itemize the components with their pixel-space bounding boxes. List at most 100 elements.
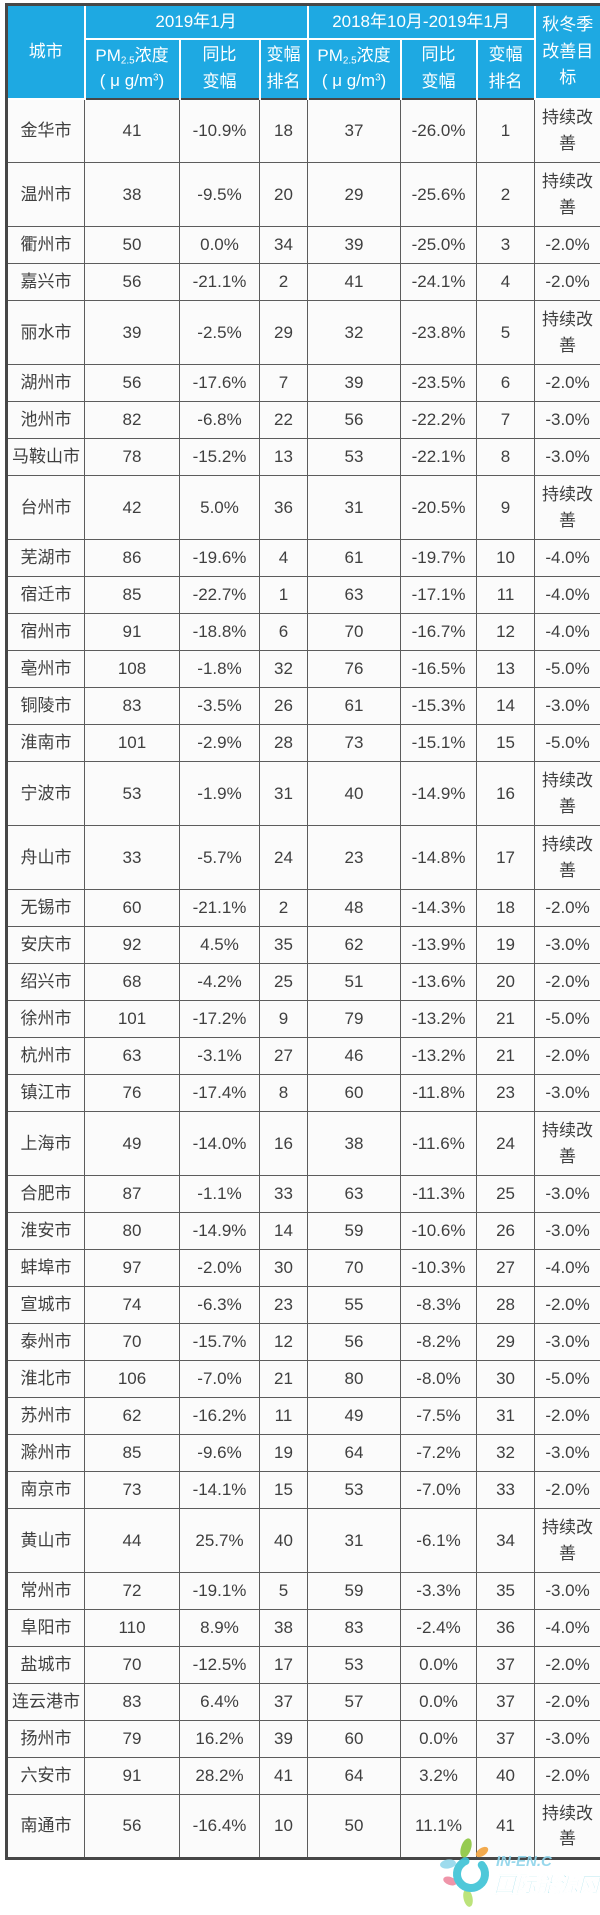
jan-pm25-cell: 38 (85, 163, 180, 227)
table-row: 常州市 72 -19.1% 5 59 -3.3% 35 -3.0% (7, 1573, 600, 1610)
jan-pm25-cell: 73 (85, 1472, 180, 1509)
jan-yoy-cell: 6.4% (180, 1684, 260, 1721)
jan-pm25-cell: 85 (85, 577, 180, 614)
period-rank-cell: 21 (477, 1038, 535, 1075)
jan-yoy-cell: -2.5% (180, 301, 260, 365)
jan-pm25-cell: 70 (85, 1647, 180, 1684)
period-pm25-cell: 76 (308, 651, 401, 688)
jan-rank-cell: 2 (260, 264, 308, 301)
jan-rank-cell: 22 (260, 402, 308, 439)
period-rank-cell: 30 (477, 1361, 535, 1398)
period-rank-cell: 26 (477, 1213, 535, 1250)
period-yoy-cell: -7.2% (401, 1435, 477, 1472)
period-yoy-cell: -8.3% (401, 1287, 477, 1324)
period-yoy-cell: -15.1% (401, 725, 477, 762)
jan-pm25-cell: 80 (85, 1213, 180, 1250)
target-cell: -2.0% (535, 1758, 600, 1795)
city-cell: 衢州市 (7, 227, 85, 264)
period-pm25-cell: 41 (308, 264, 401, 301)
jan-rank-cell: 39 (260, 1721, 308, 1758)
period-pm25-cell: 46 (308, 1038, 401, 1075)
period-rank-cell: 31 (477, 1398, 535, 1435)
jan-yoy-cell: -15.2% (180, 439, 260, 476)
target-cell: 持续改善 (535, 1509, 600, 1573)
city-cell: 金华市 (7, 99, 85, 163)
jan-rank-cell: 23 (260, 1287, 308, 1324)
city-cell: 连云港市 (7, 1684, 85, 1721)
target-cell: -3.0% (535, 402, 600, 439)
pm25-unit: ( μ g/m3) (87, 69, 178, 94)
target-cell: 持续改善 (535, 163, 600, 227)
jan-yoy-cell: 28.2% (180, 1758, 260, 1795)
table-row: 淮北市 106 -7.0% 21 80 -8.0% 30 -5.0% (7, 1361, 600, 1398)
pm25-unit: ( μ g/m3) (310, 69, 399, 94)
period-pm25-cell: 39 (308, 227, 401, 264)
city-cell: 淮北市 (7, 1361, 85, 1398)
city-cell: 上海市 (7, 1112, 85, 1176)
period-pm25-cell: 63 (308, 577, 401, 614)
jan-rank-cell: 7 (260, 365, 308, 402)
table-row: 连云港市 83 6.4% 37 57 0.0% 37 -2.0% (7, 1684, 600, 1721)
jan-yoy-cell: 5.0% (180, 476, 260, 540)
period-yoy-cell: -13.2% (401, 1038, 477, 1075)
jan-pm25-cell: 108 (85, 651, 180, 688)
table-row: 苏州市 62 -16.2% 11 49 -7.5% 31 -2.0% (7, 1398, 600, 1435)
period-yoy-cell: -16.5% (401, 651, 477, 688)
table-row: 宿州市 91 -18.8% 6 70 -16.7% 12 -4.0% (7, 614, 600, 651)
table-row: 阜阳市 110 8.9% 38 83 -2.4% 36 -4.0% (7, 1610, 600, 1647)
period-pm25-cell: 73 (308, 725, 401, 762)
period-rank-cell: 10 (477, 540, 535, 577)
period-pm25-cell: 60 (308, 1075, 401, 1112)
table-row: 马鞍山市 78 -15.2% 13 53 -22.1% 8 -3.0% (7, 439, 600, 476)
period-rank-cell: 4 (477, 264, 535, 301)
table-row: 宿迁市 85 -22.7% 1 63 -17.1% 11 -4.0% (7, 577, 600, 614)
jan-pm25-cell: 91 (85, 614, 180, 651)
jan-rank-cell: 36 (260, 476, 308, 540)
period-pm25-cell: 83 (308, 1610, 401, 1647)
jan-rank-cell: 27 (260, 1038, 308, 1075)
period-pm25-cell: 63 (308, 1176, 401, 1213)
period-pm25-cell: 53 (308, 1472, 401, 1509)
jan-yoy-cell: -16.4% (180, 1795, 260, 1859)
jan-yoy-cell: 8.9% (180, 1610, 260, 1647)
table-row: 嘉兴市 56 -21.1% 2 41 -24.1% 4 -2.0% (7, 264, 600, 301)
jan-yoy-cell: -21.1% (180, 264, 260, 301)
target-cell: -5.0% (535, 1361, 600, 1398)
period-pm25-cell: 48 (308, 890, 401, 927)
table-row: 台州市 42 5.0% 36 31 -20.5% 9 持续改善 (7, 476, 600, 540)
jan-yoy-cell: -9.6% (180, 1435, 260, 1472)
target-cell: -4.0% (535, 1610, 600, 1647)
jan-pm25-cell: 70 (85, 1324, 180, 1361)
period-yoy-cell: -11.3% (401, 1176, 477, 1213)
table-row: 金华市 41 -10.9% 18 37 -26.0% 1 持续改善 (7, 99, 600, 163)
period-pm25-cell: 80 (308, 1361, 401, 1398)
period-rank-cell: 12 (477, 614, 535, 651)
target-cell: -3.0% (535, 1075, 600, 1112)
jan-pm25-cell: 87 (85, 1176, 180, 1213)
jan-rank-cell: 9 (260, 1001, 308, 1038)
jan-yoy-cell: -14.1% (180, 1472, 260, 1509)
period-yoy-cell: -25.0% (401, 227, 477, 264)
city-cell: 滁州市 (7, 1435, 85, 1472)
period-yoy-cell: -7.5% (401, 1398, 477, 1435)
period-yoy-cell: -11.8% (401, 1075, 477, 1112)
pm25-label: PM2.5浓度 (310, 44, 399, 69)
period-pm25-cell: 59 (308, 1573, 401, 1610)
table-row: 泰州市 70 -15.7% 12 56 -8.2% 29 -3.0% (7, 1324, 600, 1361)
header-pm25-concentration-1: PM2.5浓度 ( μ g/m3) (85, 39, 180, 99)
jan-rank-cell: 8 (260, 1075, 308, 1112)
target-cell: -2.0% (535, 890, 600, 927)
table-row: 徐州市 101 -17.2% 9 79 -13.2% 21 -5.0% (7, 1001, 600, 1038)
jan-pm25-cell: 44 (85, 1509, 180, 1573)
target-cell: -2.0% (535, 1398, 600, 1435)
period-rank-cell: 7 (477, 402, 535, 439)
period-pm25-cell: 39 (308, 365, 401, 402)
jan-rank-cell: 10 (260, 1795, 308, 1859)
jan-pm25-cell: 101 (85, 725, 180, 762)
target-cell: -3.0% (535, 1721, 600, 1758)
city-cell: 淮安市 (7, 1213, 85, 1250)
jan-rank-cell: 33 (260, 1176, 308, 1213)
jan-pm25-cell: 53 (85, 762, 180, 826)
city-cell: 台州市 (7, 476, 85, 540)
table-row: 绍兴市 68 -4.2% 25 51 -13.6% 20 -2.0% (7, 964, 600, 1001)
